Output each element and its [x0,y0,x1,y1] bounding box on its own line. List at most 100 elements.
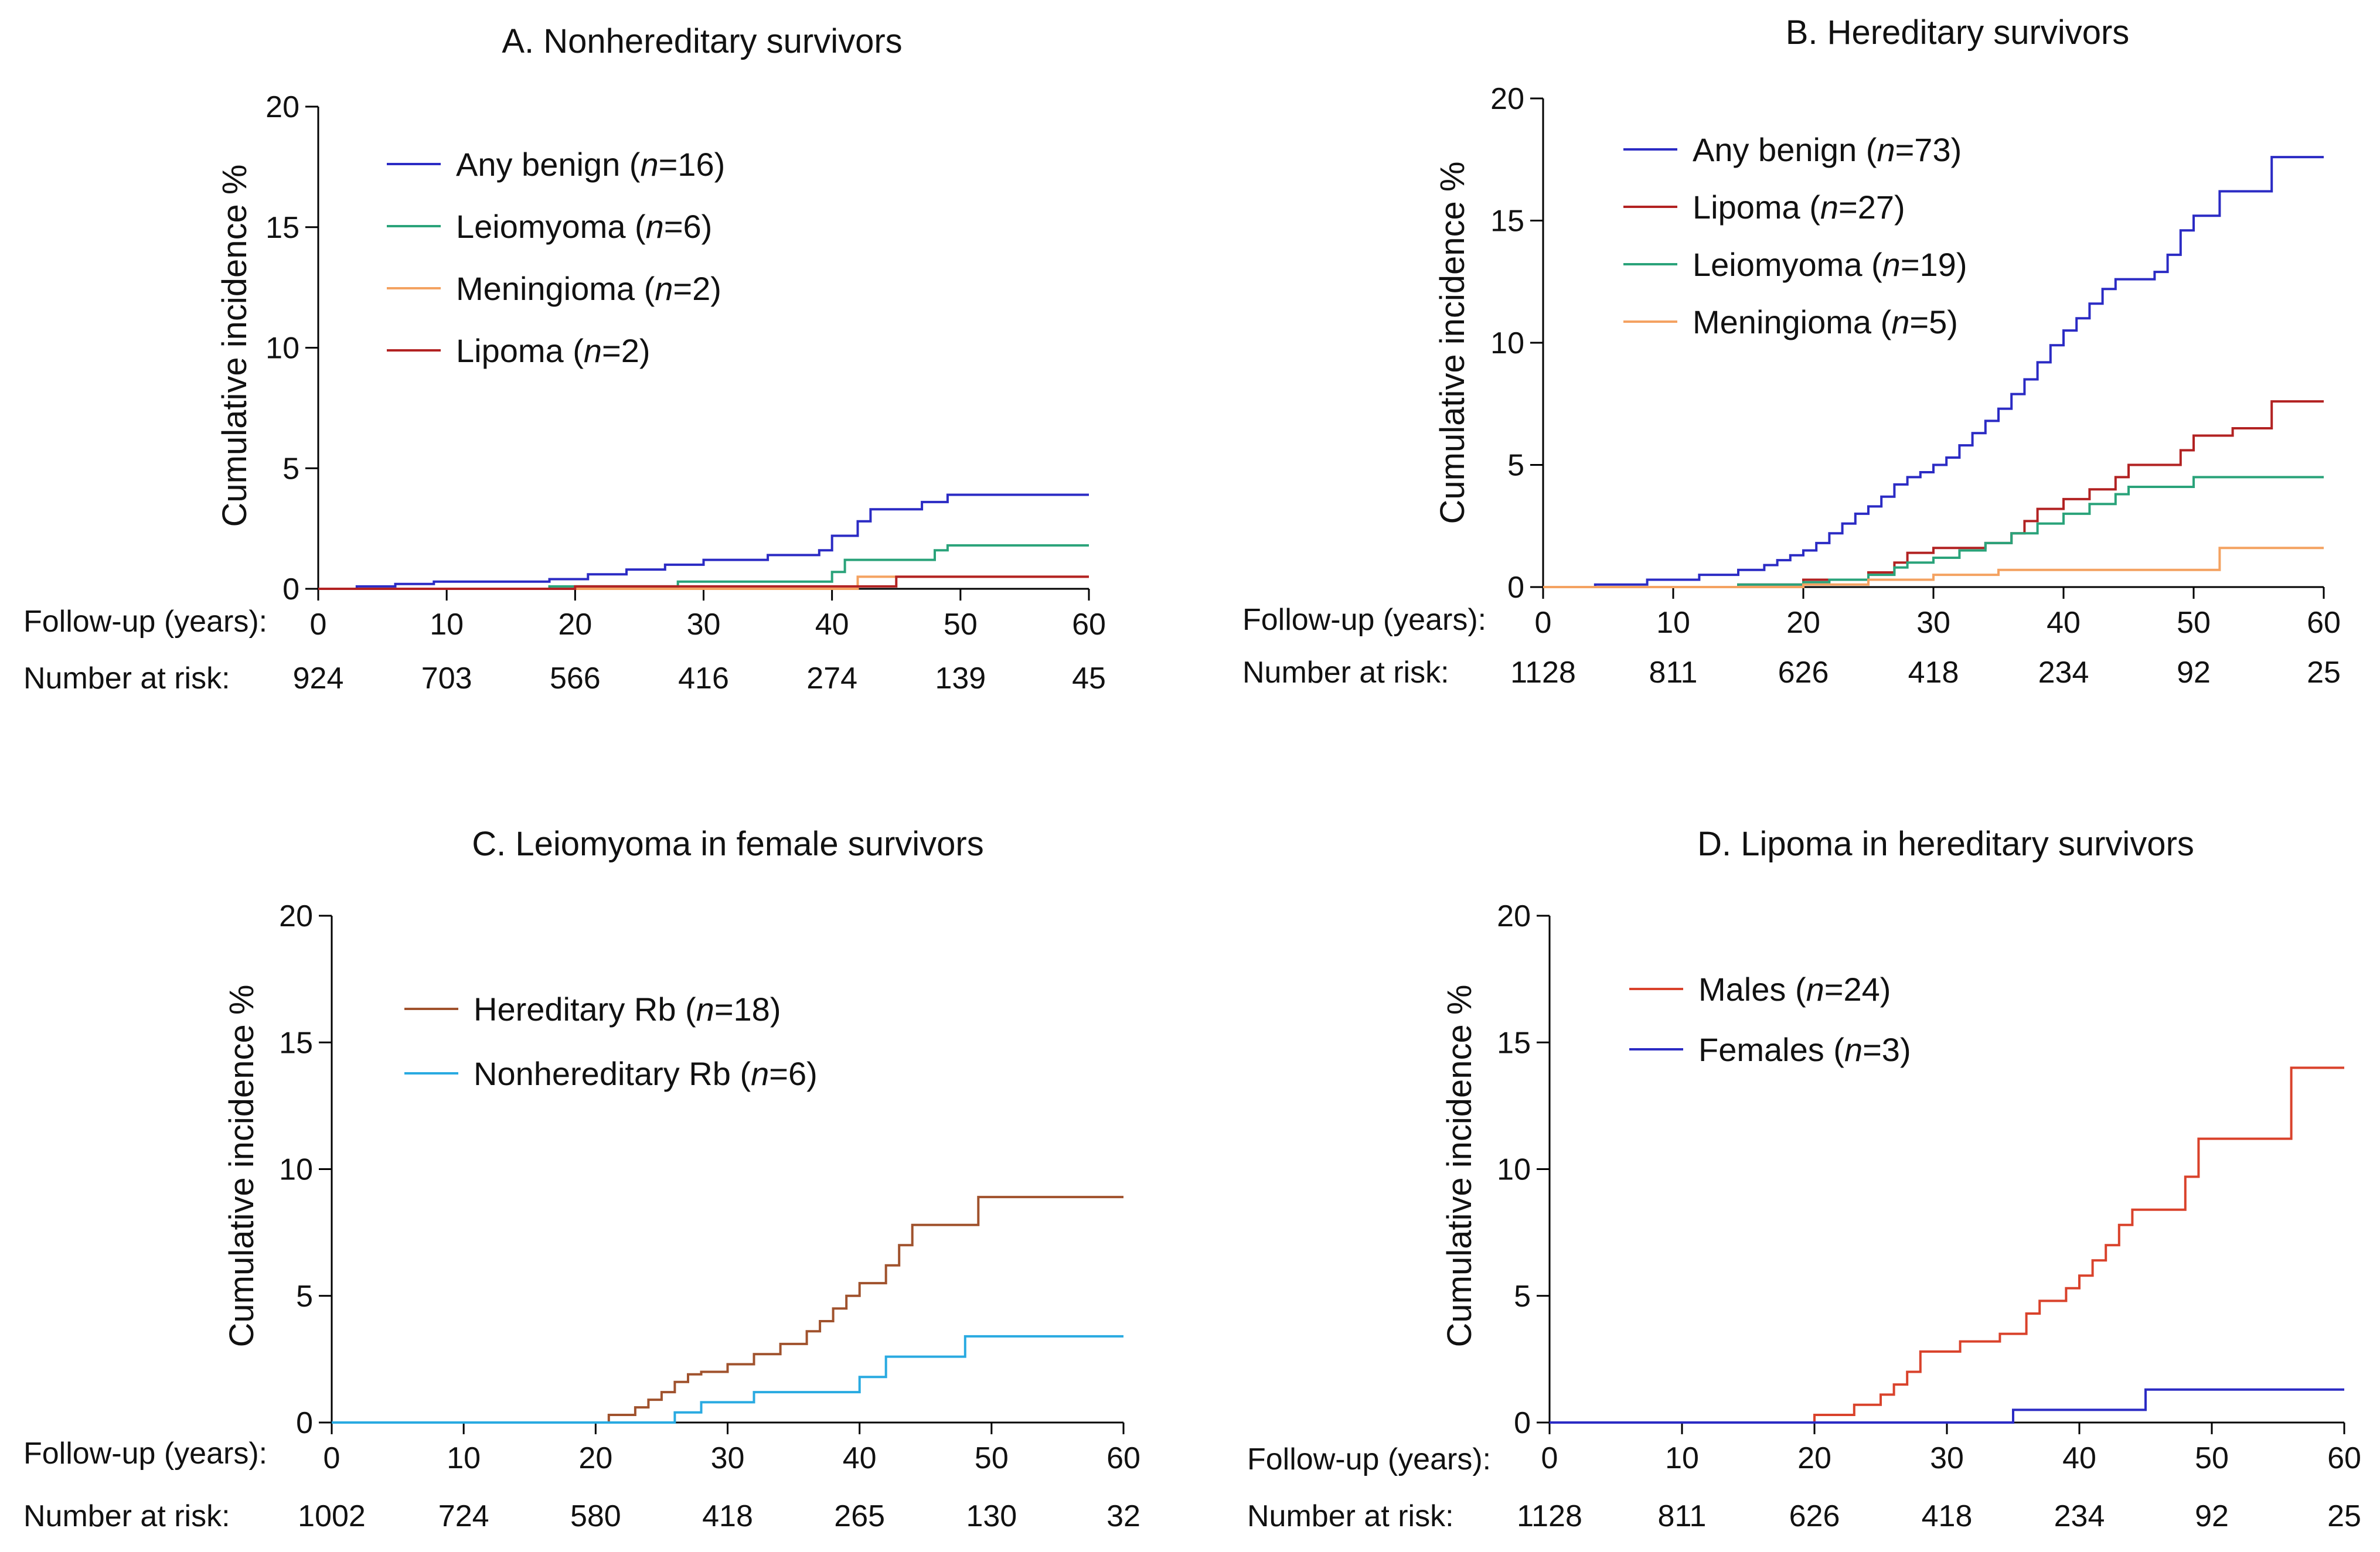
panel-a-y-tick-label: 5 [282,452,299,486]
panel-b-title: B. Hereditary survivors [1786,13,2130,52]
panel-d-y-tick-label: 15 [1497,1026,1531,1060]
panel-d-y-tick-label: 0 [1514,1406,1531,1440]
panel-c-plot: 0 5 10 15 20 0 10 20 30 40 50 60 [279,899,1140,1475]
panel-b-series-lipoma [1543,400,2324,588]
panel-d-risk-value: 92 [2195,1499,2229,1533]
panel-c-y-tick-label: 0 [296,1406,313,1440]
panel-d-x-tick-label: 10 [1665,1441,1699,1475]
panel-c-x-tick-label: 0 [324,1441,341,1475]
panel-b-y-tick-label: 0 [1507,571,1524,605]
panel-b-risk-value: 92 [2177,656,2211,690]
panel-a-y-tick-label: 15 [265,211,299,245]
panel-b-risk-value: 811 [1649,656,1698,690]
panel-d-risk-value: 418 [1922,1499,1973,1533]
panel-c-risk-value: 580 [570,1499,621,1533]
panel-a-risk-value: 566 [550,661,601,695]
panel-c-risk-value: 130 [966,1499,1017,1533]
panel-b-followup-label: Follow-up (years): [1242,603,1486,637]
panel-b-x-tick-label: 30 [1916,606,1950,640]
panel-b-legend-label-lipoma: Lipoma (n=27) [1693,189,1905,226]
panel-a-x-tick-label: 20 [558,608,592,642]
panel-a-legend-label-lipoma: Lipoma (n=2) [456,332,651,369]
panel-c-risk-value: 1002 [298,1499,366,1533]
panel-b-risk-value: 626 [1778,656,1829,690]
panel-a-x-tick-label: 50 [944,608,978,642]
panel-a-risk-value: 139 [935,661,986,695]
panel-c-legend-label-hereditary-rb: Hereditary Rb (n=18) [474,991,781,1028]
panel-c-x-tick-label: 60 [1106,1441,1140,1475]
panel-d-risk-value: 234 [2054,1499,2105,1533]
panel-c-y-tick-label: 15 [279,1026,313,1060]
panel-d-risk-label: Number at risk: [1247,1499,1454,1533]
panel-a-series-leiomyoma [318,544,1089,590]
panel-d-legend-label-males: Males (n=24) [1698,971,1891,1008]
panel-d-series-females [1550,1388,2344,1424]
panel-d-y-tick-label: 10 [1497,1153,1531,1187]
panel-d-x-tick-label: 50 [2195,1441,2229,1475]
panel-d-ylabel: Cumulative incidence % [1441,985,1479,1348]
panel-d-x-tick-label: 40 [2062,1441,2096,1475]
panel-d-x-tick-label: 0 [1541,1441,1558,1475]
panel-b-y-tick-label: 10 [1490,326,1524,360]
panel-a-legend-label-any-benign: Any benign (n=16) [456,146,725,183]
panel-c-ylabel: Cumulative incidence % [223,985,261,1348]
panel-c-title: C. Leiomyoma in female survivors [472,825,984,863]
panel-c-risk-row: 1002 724 580 418 265 130 32 [298,1499,1140,1533]
panel-a-followup-label: Follow-up (years): [23,605,267,639]
panel-d-followup-label: Follow-up (years): [1247,1442,1491,1476]
panel-d-legend-label-females: Females (n=3) [1698,1031,1911,1068]
panel-a: A. Nonhereditary survivors Cumulative in… [23,22,1106,695]
panel-c-y-tick-label: 5 [296,1280,313,1314]
panel-a-risk-row: 924 703 566 416 274 139 45 [293,661,1106,695]
panel-d-title: D. Lipoma in hereditary survivors [1697,825,2194,863]
panel-c-series-hereditary-rb [332,1196,1123,1424]
panel-c-x-tick-label: 20 [578,1441,612,1475]
panel-a-risk-value: 416 [678,661,729,695]
panel-b-risk-value: 234 [2038,656,2089,690]
panel-b-y-tick-label: 15 [1490,204,1524,238]
panel-d-plot: 0 5 10 15 20 0 10 20 30 40 50 60 [1497,899,2361,1475]
panel-a-x-tick-label: 60 [1072,608,1106,642]
panel-a-risk-label: Number at risk: [23,661,230,695]
panel-b-risk-label: Number at risk: [1242,656,1449,690]
panel-b-y-tick-label: 5 [1507,449,1524,483]
panel-c-legend: Hereditary Rb (n=18) Nonhereditary Rb (n=… [404,991,818,1092]
panel-a-legend: Any benign (n=16) Leiomyoma (n=6) Meningio… [387,146,725,369]
panel-d-x-tick-label: 20 [1797,1441,1831,1475]
panel-c-x-tick-label: 50 [975,1441,1009,1475]
panel-b-risk-value: 1128 [1510,656,1576,690]
panel-b-legend-label-any-benign: Any benign (n=73) [1693,131,1962,168]
panel-c-series-nonhereditary-rb [332,1335,1123,1424]
panel-b-risk-value: 25 [2307,656,2341,690]
panel-d-y-tick-label: 20 [1497,899,1531,933]
panel-a-x-tick-label: 30 [687,608,721,642]
panel-a-risk-value: 45 [1072,661,1106,695]
panel-b-plot: 0 5 10 15 20 0 10 20 30 40 50 60 [1490,82,2341,640]
panel-d-x-tick-label: 60 [2327,1441,2361,1475]
panel-b-ylabel: Cumulative incidence % [1434,162,1472,524]
panel-a-y-tick-label: 20 [265,90,299,124]
panel-c-x-tick-label: 30 [711,1441,745,1475]
panel-b-series-leiomyoma [1543,476,2324,588]
panel-d-x-tick-label: 30 [1930,1441,1964,1475]
panel-c: C. Leiomyoma in female survivors Cumulat… [23,825,1140,1533]
panel-b-x-tick-label: 20 [1786,606,1820,640]
panel-d-y-tick-label: 5 [1514,1280,1531,1314]
panel-a-y-tick-label: 10 [265,332,299,366]
panel-d-series-males [1550,1066,2344,1424]
panel-d-risk-value: 1128 [1517,1499,1582,1533]
panel-a-series-lipoma [318,575,1089,590]
panel-b-series-any-benign [1543,156,2324,588]
panel-b-legend-label-meningioma: Meningioma (n=5) [1693,303,1958,340]
panel-b-x-tick-label: 40 [2047,606,2081,640]
panel-b-risk-value: 418 [1908,656,1959,690]
panel-c-risk-value: 724 [438,1499,489,1533]
panel-a-legend-label-meningioma: Meningioma (n=2) [456,270,721,307]
panel-a-ylabel: Cumulative incidence % [216,165,254,527]
panel-a-title: A. Nonhereditary survivors [502,22,902,60]
panel-c-risk-label: Number at risk: [23,1499,230,1533]
panel-b-y-tick-label: 20 [1490,82,1524,116]
panel-d-risk-value: 626 [1789,1499,1840,1533]
panel-b-x-tick-label: 60 [2307,606,2341,640]
panel-c-risk-value: 32 [1106,1499,1140,1533]
